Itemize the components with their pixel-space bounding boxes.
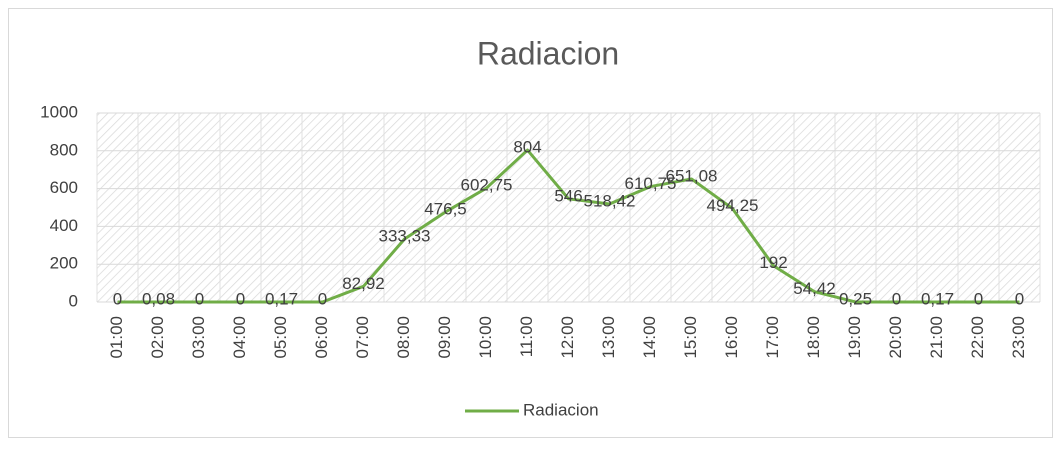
data-label: 0 (892, 289, 901, 308)
x-tick-label: 20:00 (886, 316, 905, 359)
data-line (117, 148, 1020, 304)
x-tick-label: 03:00 (189, 316, 208, 359)
data-label: 651,08 (666, 166, 718, 185)
x-tick-label: 02:00 (148, 316, 167, 359)
y-tick-label: 0 (69, 291, 78, 310)
x-tick-label: 06:00 (312, 316, 331, 359)
data-label: 476,5 (424, 199, 467, 218)
x-tick-label: 09:00 (435, 316, 454, 359)
data-label: 546 (554, 186, 582, 205)
x-tick-label: 15:00 (681, 316, 700, 359)
x-tick-label: 11:00 (517, 316, 536, 357)
x-tick-label: 13:00 (599, 316, 618, 359)
data-label: 54,42 (793, 279, 836, 298)
plot-area (97, 113, 1040, 302)
data-label: 0 (974, 289, 983, 308)
data-label: 518,42 (584, 192, 636, 211)
y-tick-label: 400 (50, 216, 78, 235)
y-tick-label: 600 (50, 178, 78, 197)
data-label: 0,17 (265, 289, 298, 308)
legend-label: Radiacion (523, 400, 599, 419)
x-tick-label: 16:00 (722, 316, 741, 359)
x-tick-label: 17:00 (763, 316, 782, 359)
data-label: 333,33 (379, 226, 431, 245)
data-label: 0,08 (142, 289, 175, 308)
x-tick-label: 08:00 (394, 316, 413, 359)
x-tick-label: 05:00 (271, 316, 290, 359)
data-label: 0,17 (921, 289, 954, 308)
data-label: 610,75 (625, 174, 677, 193)
x-tick-label: 21:00 (927, 316, 946, 359)
y-tick-label: 800 (50, 140, 78, 159)
x-tick-label: 07:00 (353, 316, 372, 359)
x-tick-label: 12:00 (558, 316, 577, 359)
data-label: 0 (113, 289, 122, 308)
x-tick-label: 01:00 (107, 316, 126, 359)
y-tick-label: 1000 (40, 102, 78, 121)
x-tick-label: 14:00 (640, 316, 659, 359)
data-label: 0 (318, 289, 327, 308)
data-label: 82,92 (342, 274, 385, 293)
x-tick-label: 18:00 (804, 316, 823, 359)
data-label: 0 (195, 289, 204, 308)
data-label: 602,75 (461, 176, 513, 195)
x-tick-label: 19:00 (845, 316, 864, 359)
data-label: 494,25 (707, 196, 759, 215)
data-label: 804 (513, 138, 541, 157)
x-tick-label: 23:00 (1009, 316, 1028, 359)
data-label: 0 (236, 289, 245, 308)
data-label: 192 (759, 253, 787, 272)
data-label: 0,25 (839, 289, 872, 308)
data-label: 0 (1015, 289, 1024, 308)
chart-title: Radiacion (477, 35, 619, 71)
x-tick-label: 04:00 (230, 316, 249, 359)
x-tick-label: 22:00 (968, 316, 987, 359)
y-tick-label: 200 (50, 254, 78, 273)
x-tick-label: 10:00 (476, 316, 495, 359)
